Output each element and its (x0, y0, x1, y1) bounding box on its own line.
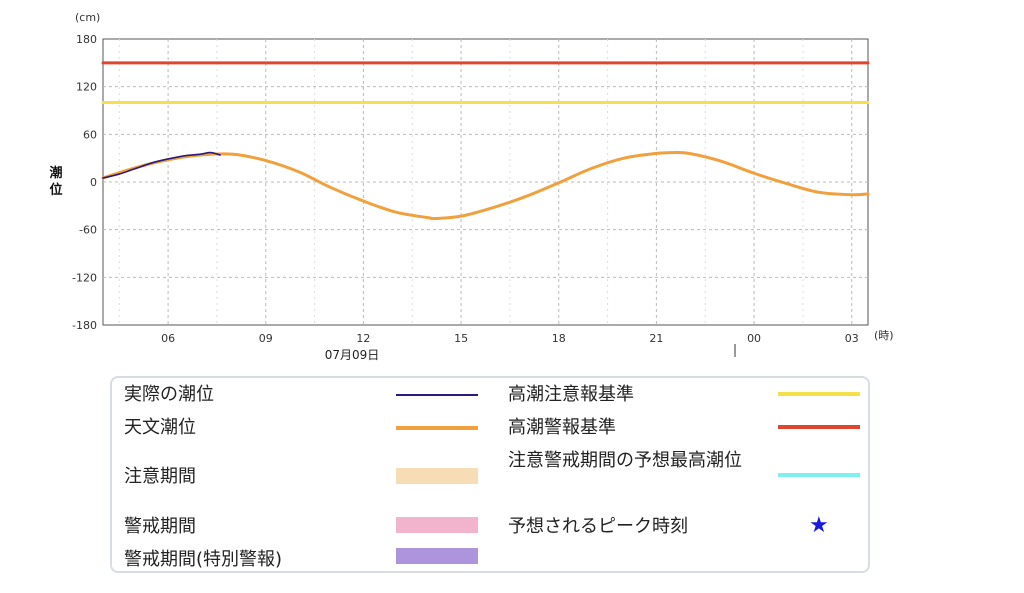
x-tick-label: 09 (259, 332, 273, 345)
star-icon: ★ (809, 513, 829, 538)
legend-label-actual-tide: 実際の潮位 (124, 384, 214, 405)
x-tick-label: 06 (161, 332, 175, 345)
y-unit-label: (cm) (75, 11, 100, 24)
y-tick-label: 180 (76, 33, 97, 46)
legend-label-special-warning-period: 警戒期間(特別警報) (124, 549, 283, 570)
y-tick-label: 0 (90, 176, 97, 189)
legend-swatch-storm-surge-advisory (778, 392, 860, 396)
y-axis-label-char: 潮 (49, 165, 62, 181)
x-tick-label: 18 (552, 332, 566, 345)
legend-swatch-predicted-max-tide (778, 473, 860, 477)
x-tick-label: 15 (454, 332, 468, 345)
legend-label-predicted-peak-time: 予想されるピーク時刻 (508, 516, 688, 537)
y-tick-label: -120 (72, 271, 97, 284)
y-tick-label: 60 (83, 128, 97, 141)
legend-swatch-warning-period (396, 517, 478, 533)
legend-swatch-special-warning-period (396, 548, 478, 564)
legend-label-storm-surge-warning: 高潮警報基準 (508, 417, 616, 438)
legend-label-caution-period: 注意期間 (124, 466, 196, 487)
legend-swatch-astronomical-tide (396, 426, 478, 430)
y-tick-label: 120 (76, 81, 97, 94)
y-tick-label: -60 (79, 224, 97, 237)
legend: 実際の潮位 天文潮位 注意期間 警戒期間 警戒期間(特別警報) 高潮注意報基準 … (110, 376, 870, 573)
series-line-actual-tide (102, 151, 221, 179)
legend-swatch-actual-tide (396, 394, 478, 396)
legend-swatch-caution-period (396, 468, 478, 484)
legend-label-predicted-max-tide: 注意警戒期間の予想最高潮位 (508, 450, 742, 471)
tide-chart: 180 120 60 0 -60 -120 -180 06 09 12 15 18 21 00 03 (cm)… (49, 11, 894, 362)
x-tick-label: 21 (649, 332, 663, 345)
x-tick-label: 12 (356, 332, 370, 345)
series-line-astronomical-tide (101, 150, 870, 221)
y-tick-label: -180 (72, 319, 97, 332)
date-label: 07月09日 (325, 348, 380, 362)
legend-swatch-storm-surge-warning (778, 425, 860, 429)
x-unit-label: (時) (874, 329, 894, 342)
legend-label-warning-period: 警戒期間 (124, 516, 196, 537)
x-tick-label: 00 (747, 332, 761, 345)
legend-label-astronomical-tide: 天文潮位 (124, 417, 196, 438)
x-tick-label: 03 (845, 332, 859, 345)
y-axis-label-char: 位 (49, 182, 62, 198)
legend-label-storm-surge-advisory: 高潮注意報基準 (508, 384, 634, 405)
